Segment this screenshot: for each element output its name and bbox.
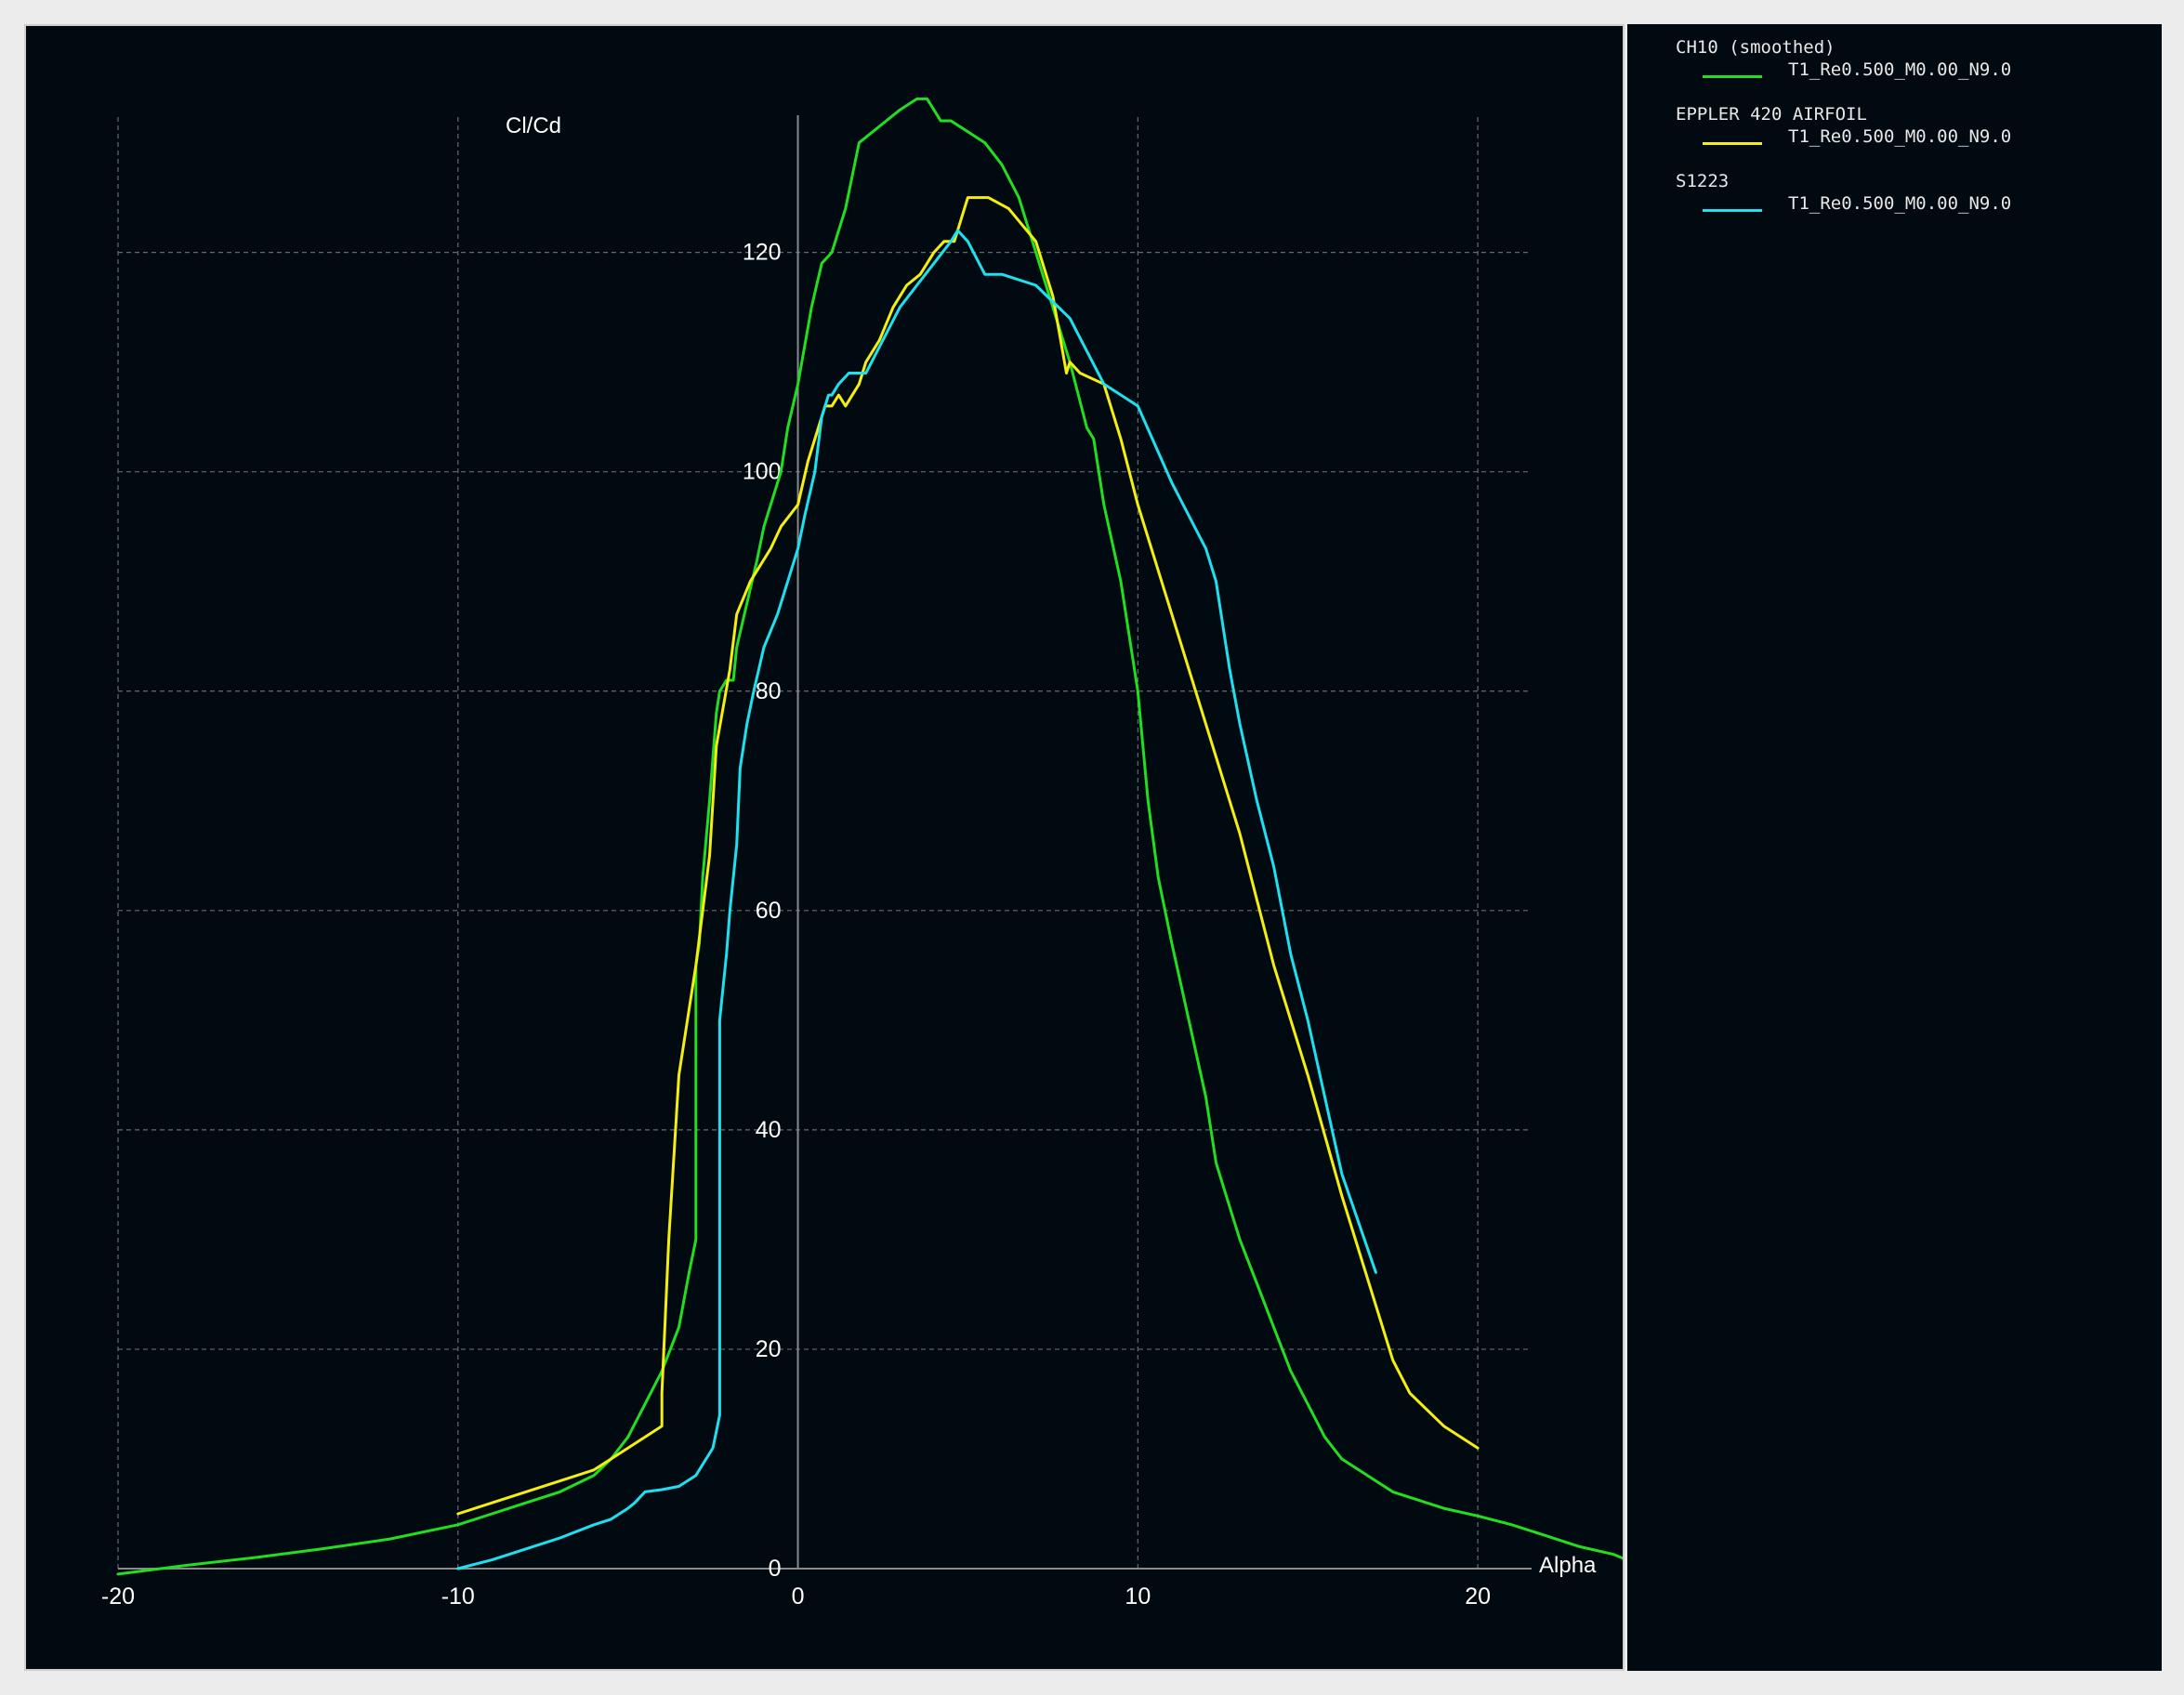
y-tick-label: 20 — [756, 1336, 782, 1362]
x-tick-label: -10 — [441, 1583, 475, 1610]
x-axis-label: Alpha — [1539, 1553, 1597, 1578]
series-line-1 — [456, 196, 1480, 1516]
y-tick-label: 120 — [743, 240, 782, 266]
legend-entry-ch10[interactable]: CH10 (smoothed) T1_Re0.500_M0.00_N9.0 — [1676, 37, 2140, 95]
y-tick-label: 60 — [756, 898, 782, 924]
legend-name: S1223 — [1676, 171, 1730, 191]
legend-swatch — [1703, 209, 1762, 212]
x-tick-label: 0 — [792, 1583, 805, 1610]
legend-polar-name: T1_Re0.500_M0.00_N9.0 — [1788, 126, 2012, 147]
series-line-0 — [116, 97, 1623, 1576]
y-tick-label: 0 — [769, 1556, 782, 1582]
y-tick-label: 80 — [756, 678, 782, 704]
x-tick-label: 20 — [1465, 1583, 1491, 1610]
legend-name: CH10 (smoothed) — [1676, 37, 1835, 58]
polar-chart: -20 -10 0 10 20 0 20 40 60 80 100 120 Cl/Cd Alpha — [101, 97, 1623, 1610]
series-line-2 — [456, 229, 1377, 1570]
legend-polar-name: T1_Re0.500_M0.00_N9.0 — [1788, 193, 2012, 214]
x-tick-label: 10 — [1125, 1583, 1151, 1610]
legend-swatch — [1703, 75, 1762, 78]
y-tick-label: 100 — [743, 459, 782, 485]
x-tick-label: -20 — [101, 1583, 135, 1610]
legend-entry-s1223[interactable]: S1223 T1_Re0.500_M0.00_N9.0 — [1676, 171, 2140, 229]
y-tick-label: 40 — [756, 1117, 782, 1143]
legend-polar-name: T1_Re0.500_M0.00_N9.0 — [1788, 59, 2012, 80]
legend-swatch — [1703, 142, 1762, 145]
plot-panel: -20 -10 0 10 20 0 20 40 60 80 100 120 Cl/Cd Alpha — [24, 24, 1625, 1671]
legend-entry-eppler420[interactable]: EPPLER 420 AIRFOIL T1_Re0.500_M0.00_N9.0 — [1676, 104, 2140, 162]
legend-panel: CH10 (smoothed) T1_Re0.500_M0.00_N9.0 EP… — [1627, 24, 2162, 1671]
y-axis-label: Cl/Cd — [506, 113, 561, 138]
legend-name: EPPLER 420 AIRFOIL — [1676, 104, 1867, 125]
